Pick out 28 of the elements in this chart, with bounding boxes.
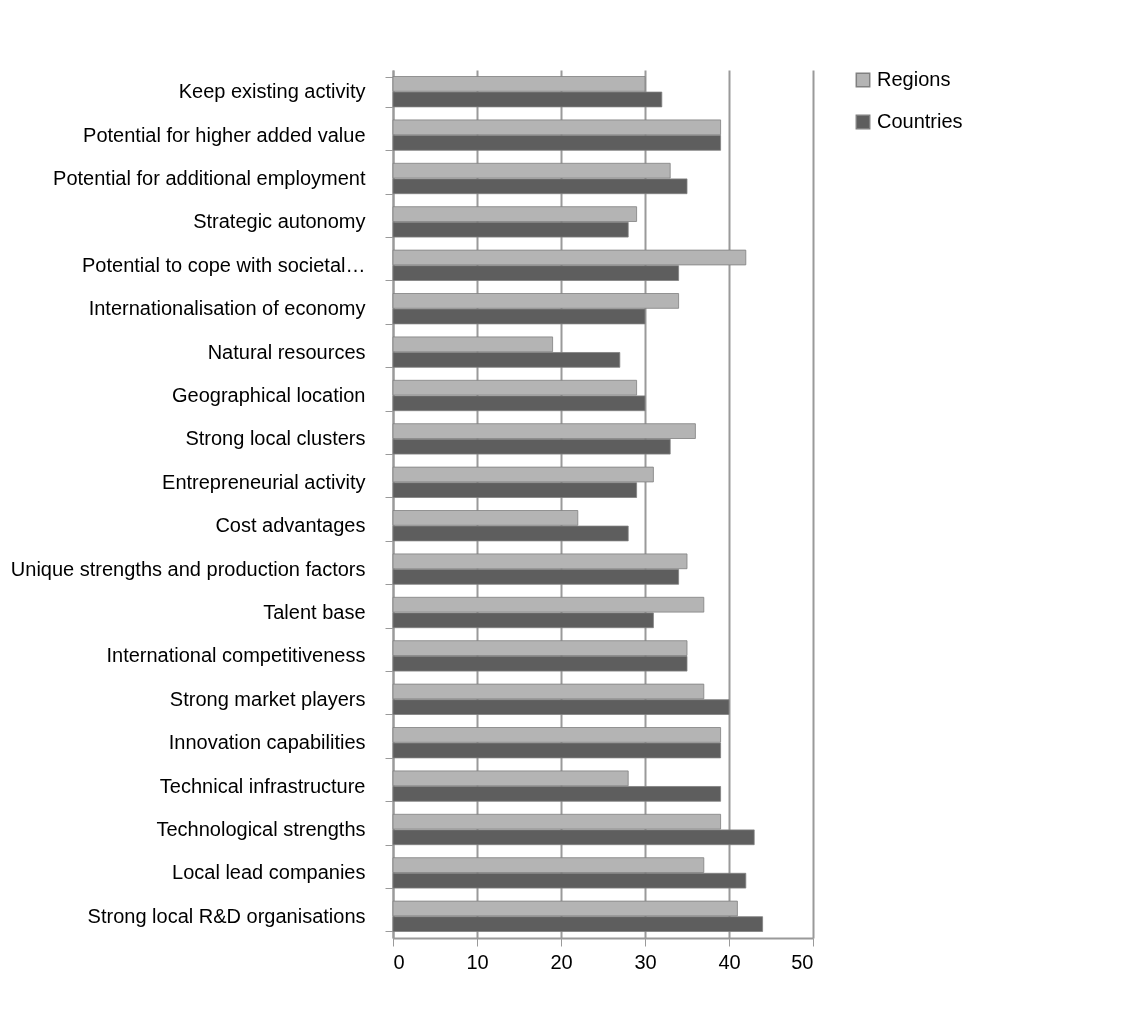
x-tick-label: 50 [791,950,814,973]
y-tick-label: Geographical location [172,384,366,406]
y-tick-label: Technological strengths [156,818,366,840]
y-tick-label: Entrepreneurial activity [162,470,366,493]
y-tick-label: Technical infrastructure [159,774,366,797]
x-tick-label: 40 [718,950,741,973]
y-tick-label: Strong local R&D organisations [87,904,366,927]
legend-label: Countries [877,110,963,132]
x-tick-label: 30 [634,950,657,973]
y-tick-label: Unique strengths and production factors [10,557,366,580]
y-tick-label: Cost advantages [215,514,366,537]
y-tick-label: Talent base [263,601,366,623]
x-tick-label: 20 [550,950,573,973]
x-tick-label: 0 [393,950,405,973]
y-tick-label: International competitiveness [106,644,366,667]
y-tick-label: Internationalisation of economy [88,297,366,320]
y-tick-label: Potential to cope with societal… [82,253,366,276]
legend-label: Regions [877,68,951,90]
y-tick-label: Strategic autonomy [193,210,366,233]
y-tick-label: Natural resources [207,340,366,363]
y-tick-label: Innovation capabilities [168,731,366,754]
y-tick-label: Potential for additional employment [53,167,366,189]
y-tick-label: Potential for higher added value [83,123,366,146]
y-tick-label: Strong market players [169,687,366,710]
y-tick-label: Keep existing activity [178,80,366,103]
x-tick-label: 10 [466,950,489,973]
y-tick-label: Local lead companies [172,861,366,884]
y-tick-label: Strong local clusters [185,427,366,450]
